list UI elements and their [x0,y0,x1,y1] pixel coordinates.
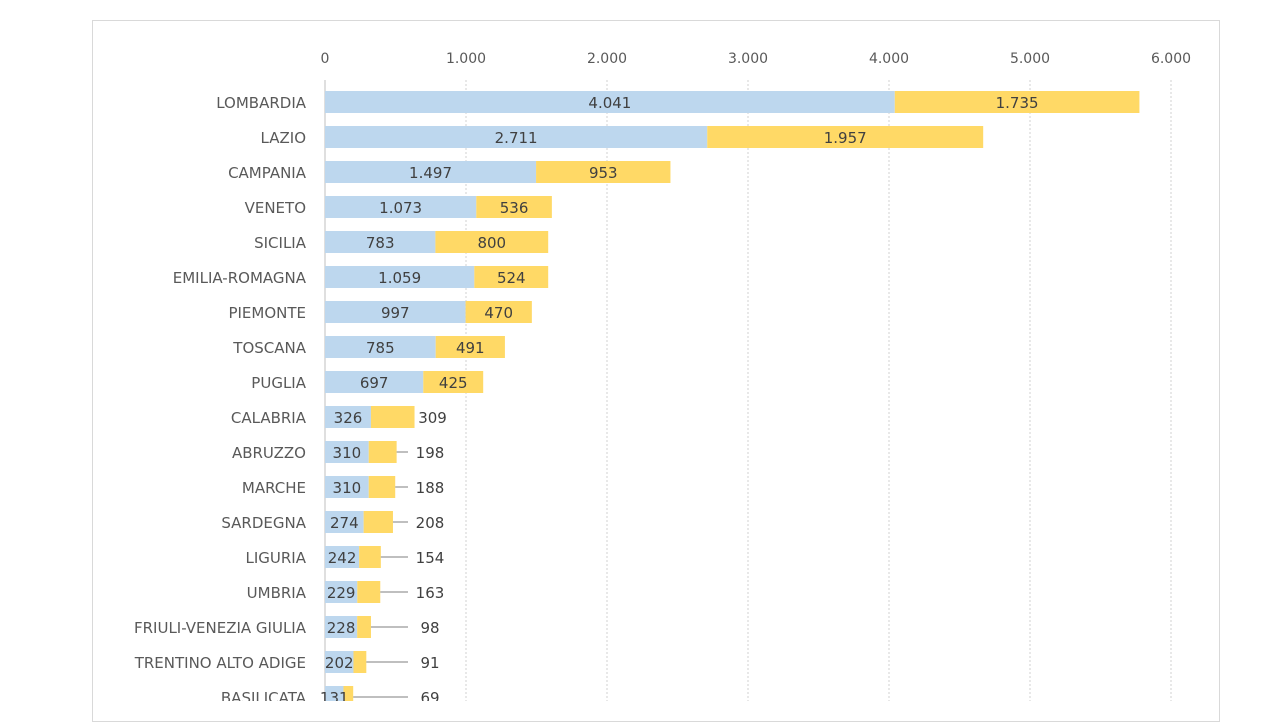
stacked-bar-chart: 0 1.000 2.000 3.000 4.000 5.000 6.000 LOMBARDIA… [134,51,1191,701]
data-label-series-2: 524 [497,269,526,287]
data-label-series-2: 1.957 [824,129,867,147]
category-label: SICILIA [254,234,307,252]
data-label-series-2: 800 [477,234,506,252]
bar-segment-series-1 [325,546,360,568]
data-label-series-2: 470 [484,304,513,322]
data-label-series-1: 1.073 [379,199,422,217]
x-tick-label: 1.000 [446,51,486,67]
category-label: EMILIA-ROMAGNA [173,269,307,287]
data-label-series-2: 98 [420,619,439,637]
x-tick-label: 5.000 [1010,51,1050,67]
bar-segment-series-2 [435,336,505,358]
data-label-series-1: 1.059 [378,269,421,287]
bar-segment-series-1 [325,126,708,148]
x-tick-label: 4.000 [869,51,909,67]
category-label: TRENTINO ALTO ADIGE [134,654,306,672]
bar-segment-series-2 [357,616,371,638]
data-label-series-2: 491 [456,339,485,357]
x-tick-label: 3.000 [728,51,768,67]
bar-segment-series-1 [325,301,466,323]
data-label-series-2: 69 [420,689,439,701]
data-label-series-2: 154 [416,549,445,567]
data-label-series-1: 228 [327,619,356,637]
bar-segment-series-1 [325,581,358,603]
bar-segment-series-1 [325,651,354,673]
data-label-series-1: 783 [366,234,395,252]
bar-segment-series-1 [325,231,436,253]
bar-segment-series-1 [325,686,344,701]
data-label-series-2: 91 [420,654,439,672]
data-label-series-2: 425 [439,374,468,392]
category-label: BASILICATA [221,689,307,701]
data-label-series-2: 188 [416,479,445,497]
bar-segment-series-2 [370,406,415,428]
bar-segment-series-2 [476,196,552,218]
data-label-series-2: 163 [416,584,445,602]
bar-segment-series-1 [325,371,424,393]
category-label: CAMPANIA [228,164,307,182]
category-label: MARCHE [242,479,306,497]
bar-segment-series-1 [325,441,369,463]
data-label-series-2: 208 [416,514,445,532]
bar-segment-series-1 [325,336,436,358]
bar-segment-series-1 [325,511,364,533]
bar-segment-series-1 [325,616,358,638]
data-label-series-1: 697 [360,374,389,392]
data-label-series-1: 229 [327,584,356,602]
bar-segment-series-2 [474,266,549,288]
data-label-series-2: 1.735 [996,94,1039,112]
bar-segment-series-2 [343,686,354,701]
category-label: UMBRIA [247,584,307,602]
data-label-series-1: 2.711 [495,129,538,147]
bar-segment-series-2 [435,231,549,253]
data-label-series-2: 953 [589,164,618,182]
data-label-series-1: 4.041 [588,94,631,112]
data-label-series-1: 202 [325,654,354,672]
data-label-series-1: 326 [334,409,363,427]
data-label-series-1: 131 [320,689,349,701]
bar-segment-series-1 [325,266,475,288]
data-label-series-2: 536 [500,199,529,217]
data-label-series-1: 310 [333,479,362,497]
bar-segment-series-2 [423,371,484,393]
bar-segment-series-2 [368,441,397,463]
data-label-series-1: 785 [366,339,395,357]
data-label-series-2: 309 [418,409,447,427]
bar-segment-series-1 [325,161,537,183]
data-label-series-1: 997 [381,304,410,322]
bar-segment-series-2 [894,91,1140,113]
bar-segment-series-2 [707,126,984,148]
bar-segment-series-2 [353,651,367,673]
data-label-series-2: 198 [416,444,445,462]
category-label: PUGLIA [251,374,306,392]
bar-segment-series-1 [325,406,371,428]
bar-segment-series-1 [325,196,477,218]
bar-segment-series-2 [536,161,671,183]
data-label-series-1: 1.497 [409,164,452,182]
category-label: LAZIO [261,129,306,147]
bar-segment-series-1 [325,91,895,113]
category-label: TOSCANA [232,339,306,357]
category-label: ABRUZZO [232,444,306,462]
bar-segment-series-2 [357,581,381,603]
x-tick-label: 2.000 [587,51,627,67]
category-label: LOMBARDIA [216,94,307,112]
category-label: FRIULI-VENEZIA GIULIA [134,619,307,637]
bar-segment-series-2 [363,511,393,533]
data-label-series-1: 242 [328,549,357,567]
bar-segment-series-2 [359,546,381,568]
category-label: LIGURIA [246,549,307,567]
data-label-series-1: 310 [333,444,362,462]
x-tick-label: 0 [321,51,330,67]
data-label-series-1: 274 [330,514,359,532]
category-label: SARDEGNA [221,514,306,532]
category-label: VENETO [245,199,306,217]
bar-segment-series-1 [325,476,369,498]
category-label: PIEMONTE [228,304,306,322]
bar-segment-series-2 [368,476,396,498]
bar-segment-series-2 [465,301,532,323]
category-label: CALABRIA [231,409,307,427]
x-tick-label: 6.000 [1151,51,1191,67]
